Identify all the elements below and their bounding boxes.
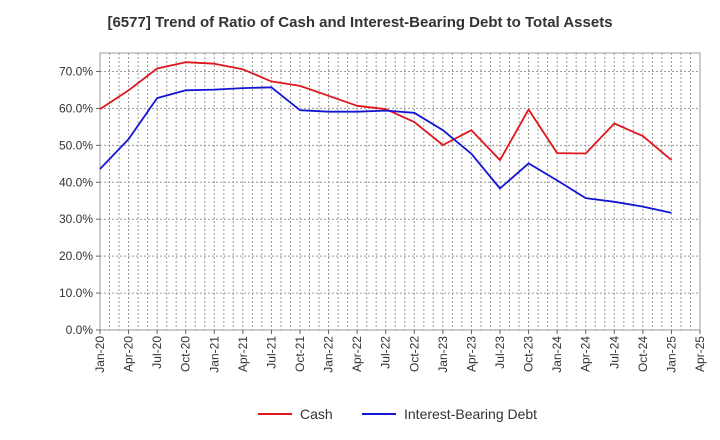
y-tick-label: 0.0%	[66, 323, 94, 337]
y-tick-label: 70.0%	[59, 64, 93, 78]
y-tick-label: 50.0%	[59, 138, 93, 152]
y-tick-label: 60.0%	[59, 101, 93, 115]
x-tick-label: Apr-23	[464, 336, 478, 372]
legend: Cash Interest-Bearing Debt	[258, 406, 537, 422]
x-tick-label: Jan-25	[664, 336, 678, 373]
x-tick-label: Oct-24	[636, 336, 650, 372]
x-tick-label: Jul-23	[493, 336, 507, 369]
y-axis-ticks: 0.0% 10.0% 20.0% 30.0% 40.0% 50.0% 60.0% 70.0%	[59, 64, 100, 337]
x-tick-label: Apr-24	[579, 336, 593, 372]
x-tick-label: Jan-23	[436, 336, 450, 373]
legend-label-cash: Cash	[300, 406, 333, 422]
series-line-cash	[99, 61, 672, 162]
x-tick-label: Oct-23	[522, 336, 536, 372]
x-tick-label: Oct-22	[407, 336, 421, 372]
x-axis-ticks: Jan-20 Apr-20 Jul-20 Oct-20 Jan-21 Apr-21 Jul-…	[93, 330, 707, 373]
y-tick-label: 20.0%	[59, 249, 93, 263]
y-tick-label: 30.0%	[59, 212, 93, 226]
x-tick-label: Jul-24	[607, 336, 621, 369]
x-tick-label: Apr-21	[236, 336, 250, 372]
x-tick-label: Jan-20	[93, 336, 107, 373]
y-tick-label: 40.0%	[59, 175, 93, 189]
x-tick-label: Apr-20	[122, 336, 136, 372]
x-tick-label: Jul-22	[379, 336, 393, 369]
y-tick-label: 10.0%	[59, 286, 93, 300]
x-tick-label: Oct-20	[179, 336, 193, 372]
x-tick-label: Apr-22	[350, 336, 364, 372]
plot-area-frame	[99, 52, 701, 331]
series-line-interest-bearing-debt	[99, 86, 672, 214]
legend-label-interest-bearing-debt: Interest-Bearing Debt	[404, 406, 537, 422]
x-tick-label: Jan-21	[207, 336, 221, 373]
series-lines	[99, 61, 672, 214]
x-tick-label: Jan-24	[550, 336, 564, 373]
x-tick-label: Jan-22	[322, 336, 336, 373]
chart-title: [6577] Trend of Ratio of Cash and Intere…	[107, 14, 613, 31]
x-tick-label: Jul-21	[264, 336, 278, 369]
x-tick-label: Jul-20	[150, 336, 164, 369]
x-tick-label: Oct-21	[293, 336, 307, 372]
x-tick-label: Apr-25	[693, 336, 707, 372]
grid-lines	[99, 53, 701, 331]
